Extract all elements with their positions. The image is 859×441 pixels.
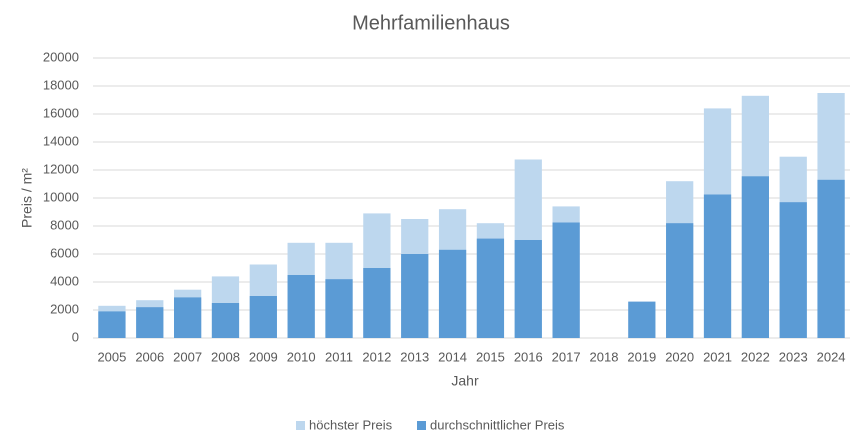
y-tick-label: 8000 (50, 217, 79, 232)
bar (741, 176, 770, 338)
y-tick-label: 2000 (50, 301, 79, 316)
x-tick-label: 2005 (97, 349, 126, 364)
bar (817, 179, 845, 338)
x-tick-label: 2017 (552, 349, 581, 364)
bar (136, 307, 164, 338)
bar (325, 279, 353, 338)
y-axis-label: Preis / m² (19, 168, 35, 228)
x-tick-label: 2018 (590, 349, 619, 364)
chart-title: Mehrfamilienhaus (352, 12, 510, 34)
x-tick-label: 2016 (514, 349, 543, 364)
bar (438, 249, 467, 338)
legend-swatch (296, 421, 305, 430)
y-tick-label: 4000 (50, 273, 79, 288)
x-tick-label: 2014 (438, 349, 467, 364)
y-tick-label: 18000 (43, 77, 79, 92)
bar (249, 296, 277, 338)
bar (173, 297, 202, 338)
y-tick-label: 20000 (43, 49, 79, 64)
x-tick-label: 2006 (135, 349, 164, 364)
bar (514, 240, 542, 338)
bar (363, 268, 391, 338)
x-tick-label: 2023 (779, 349, 808, 364)
bar (476, 238, 505, 338)
bar (552, 222, 580, 338)
legend-swatch (417, 421, 426, 430)
x-axis-label: Jahr (451, 373, 479, 389)
bar (703, 194, 732, 338)
x-tick-label: 2021 (703, 349, 732, 364)
x-tick-label: 2010 (287, 349, 316, 364)
x-tick-label: 2015 (476, 349, 505, 364)
y-tick-label: 0 (72, 329, 79, 344)
y-tick-label: 16000 (43, 105, 79, 120)
x-tick-label: 2024 (817, 349, 846, 364)
legend-label: durchschnittlicher Preis (430, 417, 565, 432)
x-tick-label: 2007 (173, 349, 202, 364)
y-tick-label: 10000 (43, 189, 79, 204)
bar (779, 202, 807, 338)
x-tick-label: 2012 (362, 349, 391, 364)
y-tick-label: 14000 (43, 133, 79, 148)
bar (287, 275, 315, 338)
bar (666, 223, 694, 338)
x-tick-label: 2009 (249, 349, 278, 364)
x-tick-label: 2019 (627, 349, 656, 364)
bar (401, 254, 429, 338)
bar (211, 303, 240, 338)
bar (98, 311, 126, 338)
y-tick-label: 6000 (50, 245, 79, 260)
bar (628, 301, 656, 338)
y-tick-label: 12000 (43, 161, 79, 176)
x-tick-label: 2011 (325, 349, 353, 364)
legend-label: höchster Preis (309, 417, 393, 432)
x-tick-label: 2013 (400, 349, 429, 364)
x-tick-label: 2020 (665, 349, 694, 364)
x-tick-label: 2008 (211, 349, 240, 364)
x-tick-label: 2022 (741, 349, 770, 364)
